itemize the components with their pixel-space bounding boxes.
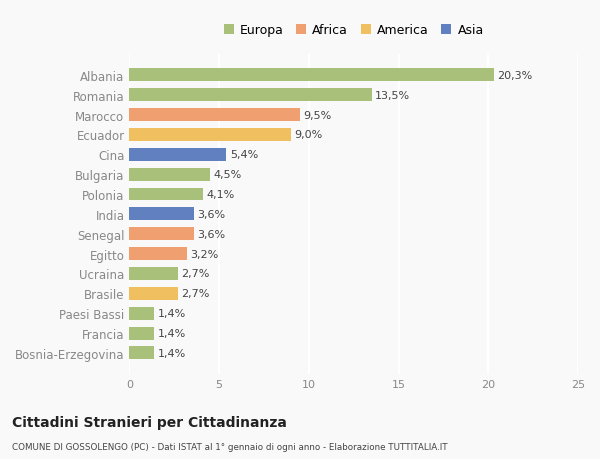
Bar: [130, 168, 210, 181]
Bar: [130, 287, 178, 300]
Bar: [130, 307, 154, 320]
Bar: [130, 69, 494, 82]
Bar: [130, 347, 154, 359]
Text: 3,6%: 3,6%: [197, 209, 226, 219]
Legend: Europa, Africa, America, Asia: Europa, Africa, America, Asia: [218, 19, 489, 42]
Bar: [130, 208, 194, 221]
Text: Cittadini Stranieri per Cittadinanza: Cittadini Stranieri per Cittadinanza: [12, 415, 287, 429]
Bar: [130, 129, 291, 141]
Text: 1,4%: 1,4%: [158, 348, 187, 358]
Text: 5,4%: 5,4%: [230, 150, 258, 160]
Text: 2,7%: 2,7%: [181, 269, 210, 279]
Bar: [130, 188, 203, 201]
Text: COMUNE DI GOSSOLENGO (PC) - Dati ISTAT al 1° gennaio di ogni anno - Elaborazione: COMUNE DI GOSSOLENGO (PC) - Dati ISTAT a…: [12, 442, 448, 451]
Bar: [130, 228, 194, 241]
Text: 4,5%: 4,5%: [214, 170, 242, 180]
Bar: [130, 89, 371, 102]
Bar: [130, 327, 154, 340]
Bar: [130, 247, 187, 261]
Bar: [130, 268, 178, 280]
Text: 3,2%: 3,2%: [190, 249, 218, 259]
Bar: [130, 109, 300, 122]
Text: 2,7%: 2,7%: [181, 289, 210, 299]
Text: 1,4%: 1,4%: [158, 328, 187, 338]
Text: 9,0%: 9,0%: [295, 130, 323, 140]
Text: 1,4%: 1,4%: [158, 308, 187, 319]
Bar: [130, 149, 226, 162]
Text: 9,5%: 9,5%: [304, 110, 332, 120]
Text: 3,6%: 3,6%: [197, 229, 226, 239]
Text: 4,1%: 4,1%: [206, 190, 235, 200]
Text: 20,3%: 20,3%: [497, 71, 532, 81]
Text: 13,5%: 13,5%: [375, 90, 410, 101]
